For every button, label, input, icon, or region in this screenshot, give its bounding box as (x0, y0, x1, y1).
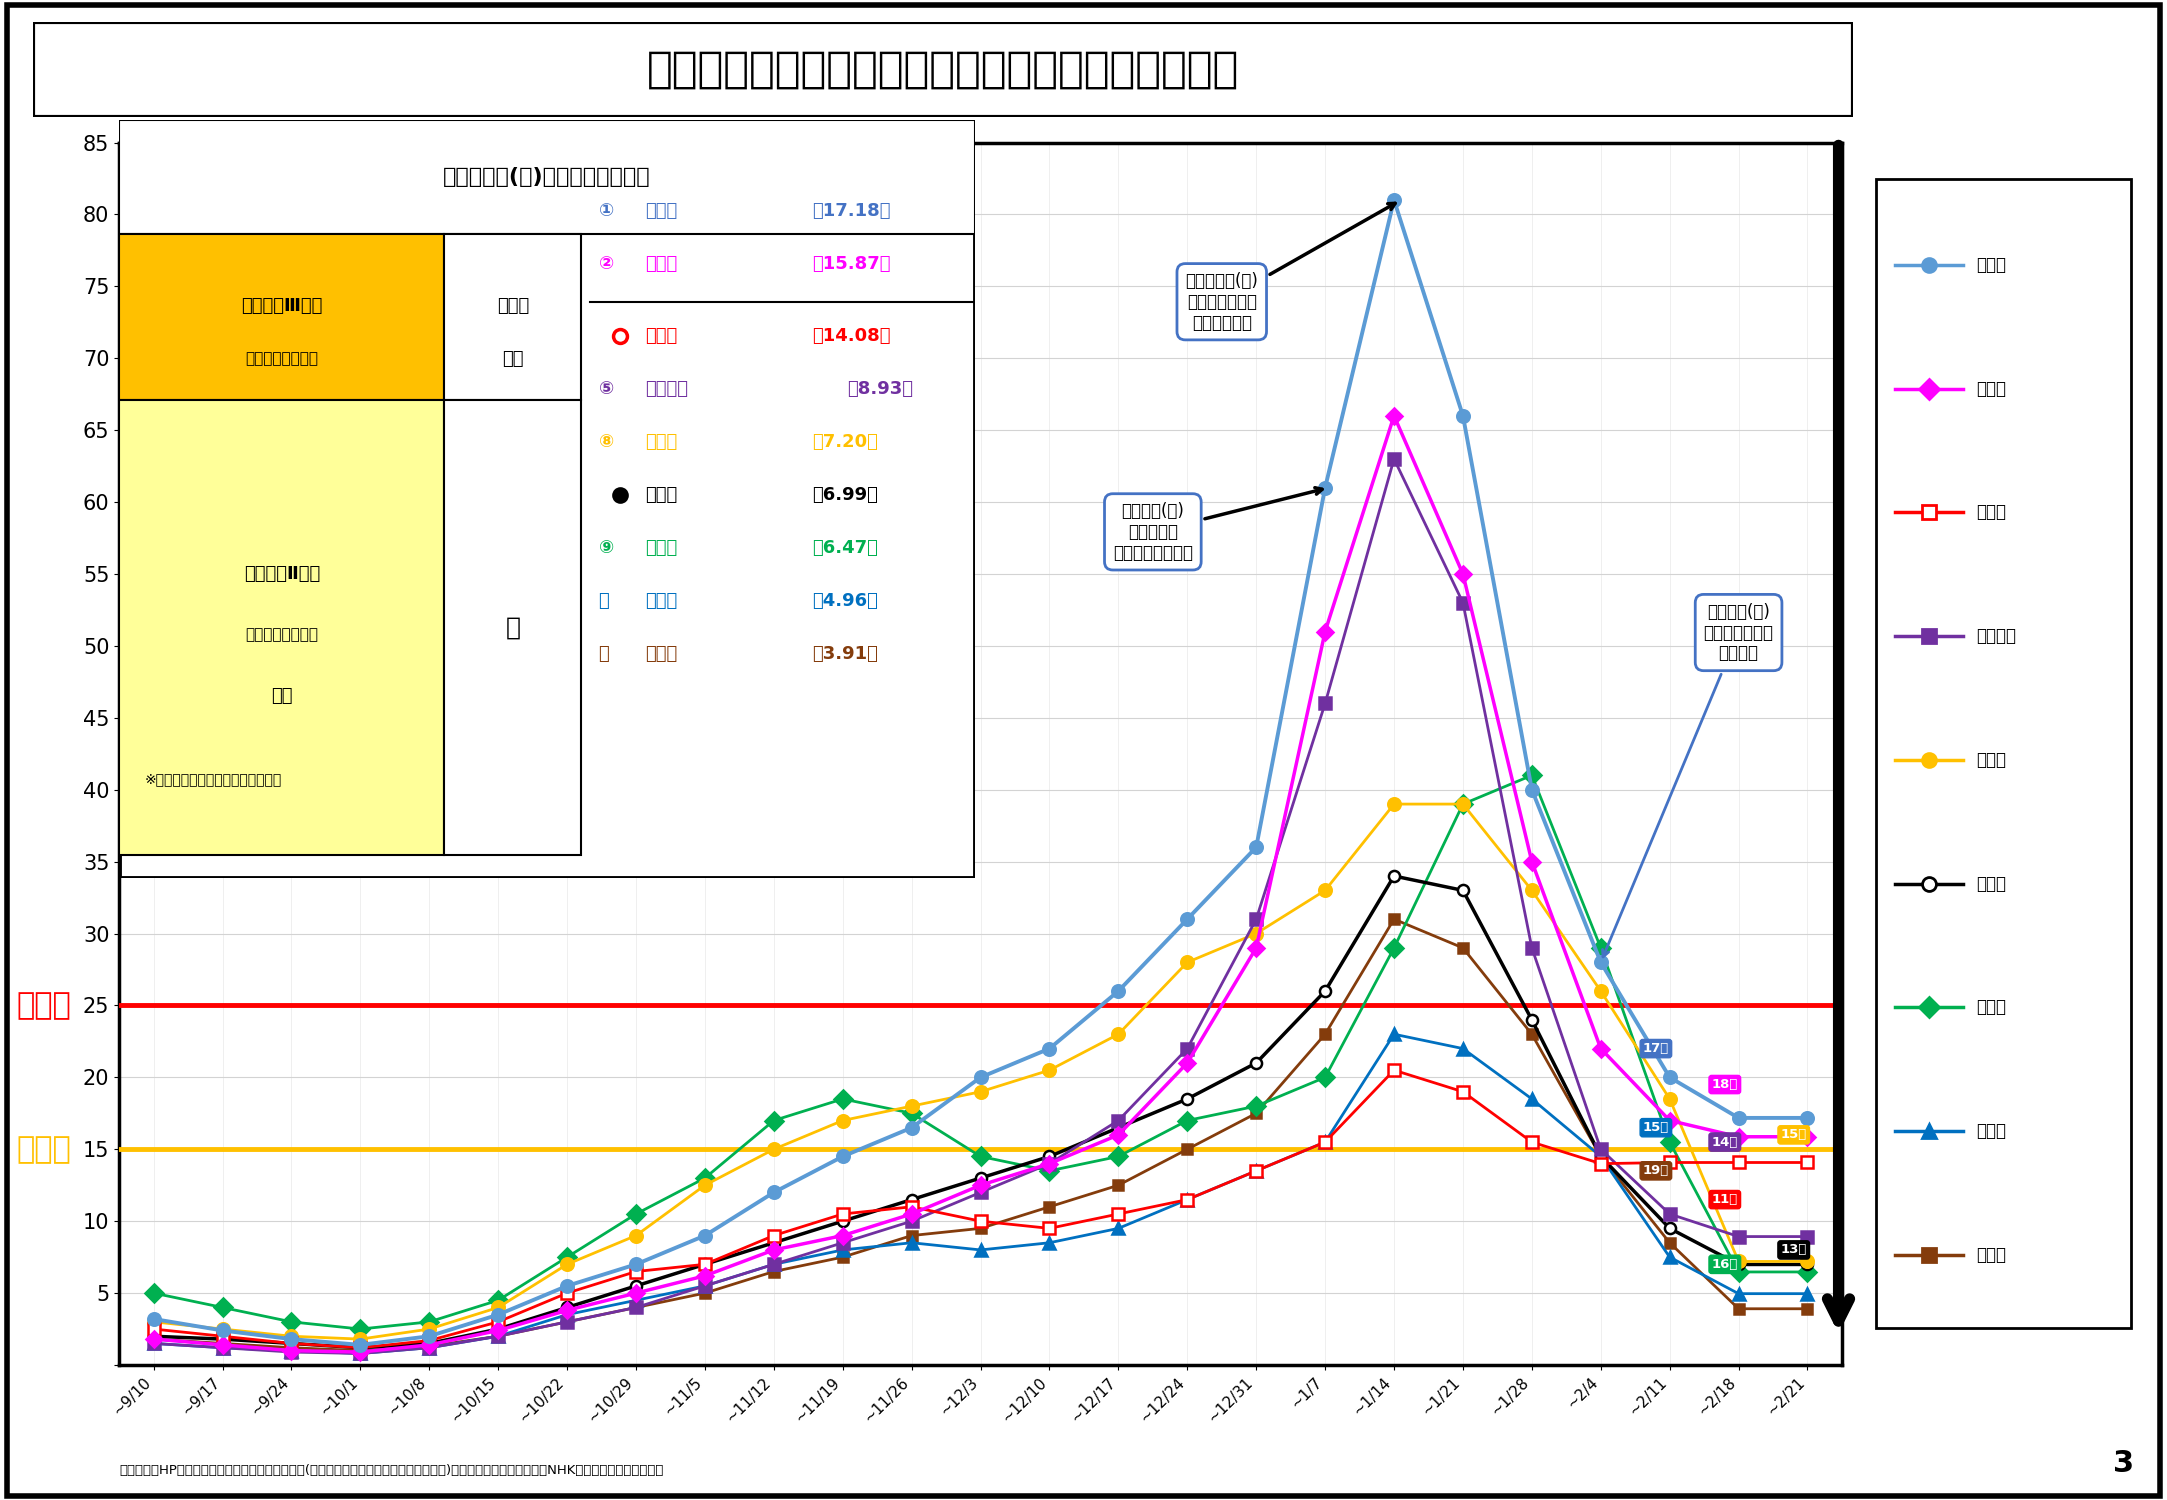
Text: ステージⅢ相当: ステージⅢ相当 (241, 297, 323, 315)
Text: 18位: 18位 (1712, 1078, 1738, 1090)
Text: 11位: 11位 (1712, 1192, 1738, 1206)
Text: ②: ② (598, 255, 613, 273)
Text: 13位: 13位 (1781, 1244, 1807, 1257)
FancyBboxPatch shape (444, 400, 581, 855)
Text: 千葉県: 千葉県 (646, 255, 678, 273)
Text: ⑲: ⑲ (598, 645, 609, 663)
Text: １月１３日(水)
緊急事態宣言の
対象地域拡大: １月１３日(水) 緊急事態宣言の 対象地域拡大 (1185, 204, 1396, 332)
Text: １月７日(木)
１都３県に
緊急事態宣言発出: １月７日(木) １都３県に 緊急事態宣言発出 (1114, 488, 1322, 561)
Text: 千葉県: 千葉県 (1976, 380, 2007, 398)
FancyBboxPatch shape (33, 22, 1853, 117)
Text: 全　国: 全 国 (1976, 874, 2007, 892)
Text: 大阪府: 大阪府 (646, 433, 678, 451)
FancyBboxPatch shape (119, 120, 975, 234)
FancyBboxPatch shape (1877, 178, 2130, 1329)
Text: １５人: １５人 (15, 1136, 72, 1164)
Text: ：15.87人: ：15.87人 (813, 255, 891, 273)
Text: 19位: 19位 (1643, 1164, 1669, 1178)
Text: 16位: 16位 (1712, 1258, 1738, 1270)
Text: ：4.96人: ：4.96人 (813, 592, 878, 610)
Text: ⑤: ⑤ (598, 380, 613, 398)
Text: 東京都: 東京都 (1976, 256, 2007, 274)
Text: 15位: 15位 (1643, 1120, 1669, 1134)
Text: 京都府: 京都府 (646, 645, 678, 663)
Text: 3: 3 (2113, 1449, 2134, 1478)
Text: ⑬: ⑬ (598, 592, 609, 610)
Text: （感染急増段階）: （感染急増段階） (245, 351, 319, 366)
Text: ⑧: ⑧ (598, 433, 613, 451)
Text: ①: ① (598, 202, 613, 220)
Text: ：17.18人: ：17.18人 (813, 202, 891, 220)
FancyBboxPatch shape (119, 234, 444, 400)
Text: 17位: 17位 (1643, 1042, 1669, 1054)
Text: ：14.08人: ：14.08人 (813, 327, 891, 345)
Text: １５人: １５人 (496, 297, 529, 315)
Text: 以上: 以上 (503, 350, 524, 368)
FancyBboxPatch shape (444, 234, 581, 400)
Text: 奈良市: 奈良市 (646, 327, 678, 345)
Text: 奈良県: 奈良県 (1976, 1122, 2007, 1140)
FancyBboxPatch shape (119, 120, 975, 878)
Text: 東京都: 東京都 (646, 202, 678, 220)
Text: ：8.93人: ：8.93人 (847, 380, 912, 398)
Text: 大阪府: 大阪府 (1976, 752, 2007, 770)
Text: ※下線部：緊急事態宣言の対象地域: ※下線部：緊急事態宣言の対象地域 (145, 772, 282, 786)
Text: －: － (505, 615, 520, 639)
Text: ２５人: ２５人 (15, 992, 72, 1020)
Text: 以下: 以下 (271, 687, 293, 705)
Text: 京都府: 京都府 (1976, 1246, 2007, 1264)
Text: 15位: 15位 (1781, 1128, 1807, 1142)
Text: ：6.47人: ：6.47人 (813, 538, 878, 556)
Text: 沖縄県: 沖縄県 (1976, 999, 2007, 1017)
FancyBboxPatch shape (119, 400, 444, 855)
Text: ２月２１日(日)までの直近１週間: ２月２１日(日)までの直近１週間 (444, 166, 650, 188)
Text: 全　国: 全 国 (646, 486, 678, 504)
Text: （感染漸増段階）: （感染漸増段階） (245, 627, 319, 642)
Text: 14位: 14位 (1712, 1136, 1738, 1149)
Text: ：7.20人: ：7.20人 (813, 433, 878, 451)
Text: ２月２日(火)
緊急事態宣言の
延長決定: ２月２日(火) 緊急事態宣言の 延長決定 (1604, 603, 1773, 957)
Text: ：6.99人: ：6.99人 (813, 486, 878, 504)
Text: 奈良市: 奈良市 (1976, 504, 2007, 522)
Text: 奈良県: 奈良県 (646, 592, 678, 610)
Text: ステージⅡ相当: ステージⅡ相当 (243, 566, 321, 584)
Text: ：3.91人: ：3.91人 (813, 645, 878, 663)
Text: 厚生労働省HP「都道府県の医療提供体制等の状況(医療提供体制・監視体制・感染の状況)について（６指標）」及びNHK特設サイトなどから引用: 厚生労働省HP「都道府県の医療提供体制等の状況(医療提供体制・監視体制・感染の状… (119, 1464, 663, 1478)
Text: 神奈川県: 神奈川県 (646, 380, 689, 398)
Text: 直近１週間の人口１０万人当たりの陽性者数の推移: 直近１週間の人口１０万人当たりの陽性者数の推移 (646, 50, 1240, 90)
Text: ⑨: ⑨ (598, 538, 613, 556)
Text: 神奈川県: 神奈川県 (1976, 627, 2015, 645)
Text: 沖縄県: 沖縄県 (646, 538, 678, 556)
